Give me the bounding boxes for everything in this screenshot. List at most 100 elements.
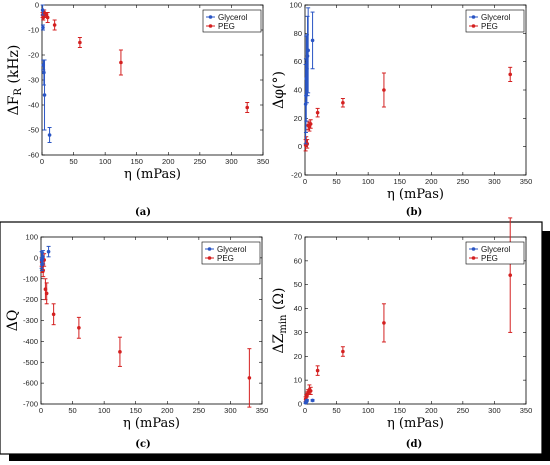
series-glycerol [39,245,51,271]
series-peg [39,253,252,408]
y-tick-label: 0 [298,142,302,151]
x-tick-label: 100 [362,177,375,186]
y-tick-label: 60 [294,57,302,66]
x-tick-label: 250 [193,406,206,415]
panel-caption: (b) [406,207,422,218]
x-tick-label: 50 [68,406,76,415]
x-tick-label: 150 [129,406,142,415]
x-tick-label: 150 [130,157,143,166]
series-glycerol [40,4,52,143]
x-tick-label: 100 [98,406,111,415]
data-point [305,54,310,58]
x-tick-label: 250 [457,406,470,415]
legend-swatch-marker [208,15,213,19]
legend-label: Glycerol [481,13,511,22]
data-point [44,291,49,296]
data-point [42,93,47,97]
data-point [341,100,345,105]
y-tick-label: -600 [23,379,38,388]
legend-box [201,241,261,265]
plots-layer: 0 50 100 150 200 250 300 350-60-50-40-30-20-100… [5,1,532,451]
data-point [41,255,45,259]
legend-label: PEG [217,254,234,263]
panel-caption: (a) [135,207,151,218]
y-tick-label: -200 [23,295,38,304]
x-tick-label: 200 [161,406,174,415]
y-tick-label: -30 [28,76,39,85]
data-point [306,48,310,53]
x-tick-label: 150 [393,406,406,415]
x-tick-label: 150 [393,177,406,186]
data-point [310,38,315,43]
x-tick-label: 200 [162,157,175,166]
x-axis-title: η (mPas) [387,187,444,202]
x-tick-label: 200 [425,406,438,415]
legend-box [465,241,525,265]
y-tick-label: -20 [291,171,302,180]
data-point [315,110,320,115]
data-point [118,350,122,354]
y-tick-label: 80 [294,29,302,38]
x-tick-label: 100 [362,406,375,415]
data-point [305,398,309,403]
x-tick-label: 50 [332,406,340,415]
data-point [382,321,386,325]
data-point [52,23,57,27]
series-glycerol [303,398,315,405]
x-axis-title: η (mPas) [124,167,181,182]
legend-label: PEG [481,254,498,263]
y-axis-title: ΔQ [5,310,21,332]
data-point [382,88,386,92]
y-tick-label: 100 [289,1,302,10]
axes-box-b [304,4,527,176]
legend-label: Glycerol [218,13,248,22]
y-tick-label: -10 [28,26,39,35]
data-point [78,40,82,45]
x-tick-label: 300 [224,406,237,415]
x-tick-label: 200 [425,177,438,186]
data-point [51,312,56,317]
panel-caption: (c) [135,439,151,450]
data-point [508,273,513,277]
data-point [245,105,250,110]
axes-box-d [304,236,527,405]
y-tick-label: 40 [294,86,302,95]
y-tick-label: 70 [294,233,302,242]
y-tick-label: 0 [34,253,38,262]
x-tick-label: 250 [457,177,470,186]
panel-a: 0 50 100 150 200 250 300 350 -60 -50 -40 -30 -20 -10 0… [6,1,269,219]
y-tick-label: 20 [294,114,302,123]
data-point [45,15,50,20]
x-tick-label: 350 [257,157,270,166]
x-tick-label: 300 [488,177,501,186]
panel-c: 0 50 100 150 200 250 300 350 -700 -600 -500 -400 -30… [5,233,268,451]
x-tick-label: 50 [69,157,77,166]
x-tick-label: 350 [520,177,533,186]
x-tick-label: 100 [99,157,112,166]
panel-caption: (d) [406,439,422,450]
y-tick-label: 30 [294,328,302,337]
y-tick-label: -500 [23,358,38,367]
data-point [341,349,345,354]
data-point [42,70,46,75]
y-axis-title: Δφ(°) [271,71,287,109]
y-tick-label: -60 [28,151,39,160]
data-point [77,326,81,330]
x-tick-label: 50 [332,177,340,186]
legend-label: PEG [481,22,498,31]
x-tick-label: 0 [39,406,43,415]
data-point [47,133,52,137]
data-point [308,122,313,126]
data-point [119,60,123,65]
data-point [40,8,45,12]
x-tick-label: 350 [520,406,533,415]
x-tick-label: 0 [40,157,44,166]
y-tick-label: -40 [28,101,39,110]
x-tick-label: 0 [303,177,307,186]
legend-label: Glycerol [481,245,511,254]
legend-swatch-marker [471,24,476,28]
y-tick-label: -50 [28,126,39,135]
